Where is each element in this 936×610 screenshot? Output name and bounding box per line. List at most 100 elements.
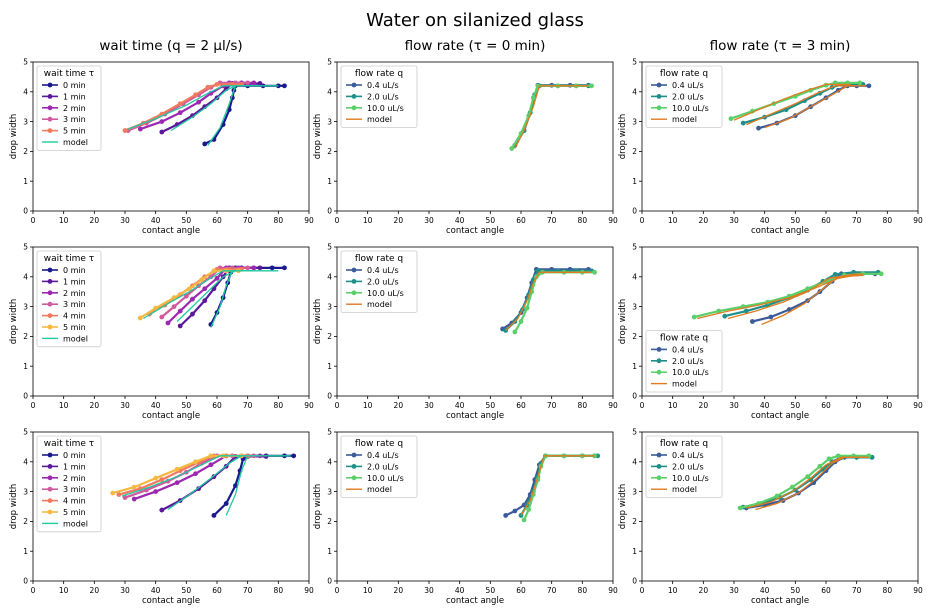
- data-point: [223, 501, 229, 506]
- y-tick-label: 1: [23, 547, 28, 556]
- x-tick-label: 0: [31, 216, 36, 225]
- x-tick-label: 90: [913, 401, 923, 410]
- legend-title: flow rate q: [355, 254, 403, 264]
- y-tick-label: 0: [327, 392, 332, 401]
- model-line: [207, 85, 279, 146]
- x-tick-label: 70: [547, 401, 557, 410]
- legend-label: 2.0 uL/s: [367, 92, 399, 101]
- column-title-3: flow rate (τ = 3 min): [710, 38, 851, 54]
- series-line: [139, 81, 254, 131]
- figure-title: Water on silanized glass: [366, 10, 584, 31]
- legend-marker: [47, 82, 53, 88]
- x-tick-label: 90: [608, 401, 618, 410]
- data-point: [137, 315, 143, 321]
- legend-title: flow rate q: [660, 439, 708, 449]
- legend-marker: [47, 279, 53, 284]
- data-point: [193, 92, 198, 98]
- legend-marker: [351, 452, 357, 458]
- legend-box: [340, 435, 418, 498]
- data-point: [251, 265, 257, 271]
- x-tick-label: 10: [363, 216, 373, 225]
- legend-marker: [47, 301, 53, 307]
- x-axis-label: contact angle: [142, 596, 200, 606]
- x-tick-label: 50: [791, 586, 801, 595]
- legend-label: 2 min: [63, 104, 86, 113]
- series-line: [739, 454, 869, 510]
- y-tick-label: 1: [327, 362, 332, 371]
- legend-label: 10.0 uL/s: [672, 368, 709, 377]
- x-tick-label: 70: [852, 216, 862, 225]
- legend-label: 5 min: [63, 508, 86, 517]
- series-line: [742, 83, 863, 125]
- data-point: [122, 495, 128, 500]
- y-tick-label: 2: [632, 517, 637, 526]
- x-tick-label: 30: [424, 586, 434, 595]
- x-tick-label: 0: [335, 401, 340, 410]
- x-tick-label: 80: [274, 216, 284, 225]
- legend-marker: [47, 475, 53, 481]
- data-point: [177, 101, 183, 107]
- y-tick-label: 5: [23, 428, 28, 437]
- x-tick-label: 10: [668, 216, 678, 225]
- data-point: [740, 120, 746, 126]
- data-point: [878, 271, 884, 277]
- legend-label: 2.0 uL/s: [672, 357, 704, 366]
- x-tick-label: 30: [120, 401, 130, 410]
- y-tick-label: 5: [327, 428, 332, 437]
- data-point: [512, 329, 518, 335]
- data-point: [832, 272, 838, 277]
- data-point: [177, 323, 183, 329]
- legend-marker: [47, 267, 53, 273]
- model-line: [746, 85, 857, 126]
- data-point: [214, 81, 220, 87]
- data-point: [291, 453, 297, 459]
- legend-label: 1 min: [63, 462, 86, 471]
- y-tick-label: 1: [327, 177, 332, 186]
- x-tick-label: 40: [151, 586, 161, 595]
- x-tick-label: 70: [852, 401, 862, 410]
- x-tick-label: 60: [212, 401, 222, 410]
- legend: flow rate q 0.4 uL/s 2.0 uL/s 10.0 uL/s mode…: [645, 435, 723, 498]
- data-point: [159, 507, 165, 513]
- x-tick-label: 90: [304, 586, 314, 595]
- legend-marker: [351, 105, 357, 111]
- y-tick-label: 4: [327, 273, 332, 282]
- data-point: [153, 489, 159, 494]
- data-point: [208, 453, 214, 459]
- data-point: [174, 480, 180, 486]
- legend-label: 0.4 uL/s: [672, 451, 704, 460]
- y-tick-label: 2: [23, 517, 28, 526]
- x-axis-label: contact angle: [751, 411, 809, 421]
- x-tick-label: 60: [821, 401, 831, 410]
- data-point: [737, 505, 743, 511]
- x-tick-label: 50: [182, 216, 192, 225]
- model-line: [167, 455, 260, 511]
- axes-frame: [336, 431, 614, 582]
- x-tick-label: 70: [243, 216, 253, 225]
- series-line: [148, 268, 242, 316]
- x-tick-label: 0: [335, 586, 340, 595]
- legend-title: flow rate q: [660, 69, 708, 79]
- data-point: [521, 517, 527, 523]
- y-tick-label: 4: [632, 273, 637, 282]
- series-line: [505, 454, 595, 517]
- data-point: [245, 80, 251, 86]
- x-tick-label: 40: [151, 401, 161, 410]
- legend-label: 0 min: [63, 266, 86, 275]
- y-tick-label: 0: [23, 577, 28, 586]
- y-tick-label: 3: [632, 117, 637, 126]
- y-tick-label: 0: [23, 392, 28, 401]
- data-point: [789, 484, 795, 490]
- x-tick-label: 10: [363, 401, 373, 410]
- model-line: [225, 455, 291, 516]
- data-point: [187, 286, 192, 292]
- data-point: [177, 308, 183, 314]
- x-tick-label: 0: [335, 216, 340, 225]
- x-tick-label: 90: [913, 586, 923, 595]
- legend-marker: [656, 105, 662, 111]
- x-tick-label: 40: [760, 401, 770, 410]
- y-tick-label: 0: [632, 207, 637, 216]
- legend-box: [645, 435, 723, 498]
- x-tick-label: 60: [212, 216, 222, 225]
- x-tick-label: 20: [394, 401, 404, 410]
